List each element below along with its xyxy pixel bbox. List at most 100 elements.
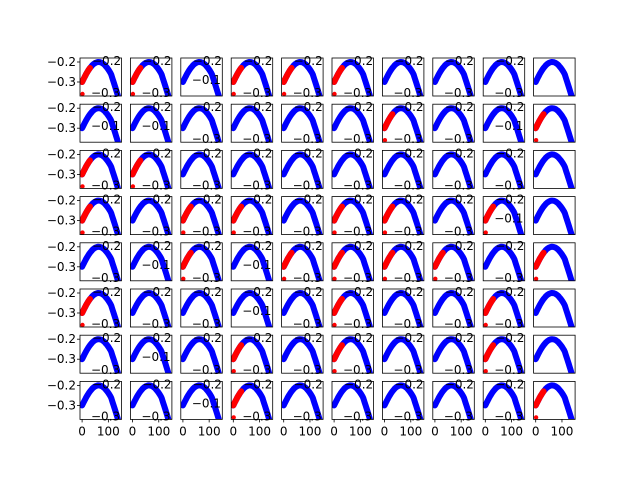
subplot-r7-c6: −0.2 −0.3 [381,377,425,423]
subplot-r5-c6: −0.2 −0.3 [381,285,425,331]
subplot-r3-c6: −0.2 −0.3 [381,193,425,239]
inset-label-bottom: −0.3 [242,132,271,146]
blue-series [80,382,122,420]
subplot-r7-c5: −0.2 −0.3 [331,377,374,423]
inset-label-top: −0.2 [193,239,222,253]
inset-label-bottom: −0.3 [343,317,372,331]
red-series [382,111,396,132]
blue-series [483,105,525,143]
inset-label-bottom: −0.3 [192,225,221,239]
subplot-r1-c8: −0.2 −0.1 [482,100,526,143]
subplot-r6-c8: −0.2 −0.3 [482,331,526,377]
blue-series [130,105,172,143]
x-tick-label: 100 [248,424,271,438]
red-marker [181,276,186,281]
inset-label-top: −0.2 [495,146,524,160]
subplot-r1-c3: −0.2 −0.3 [230,100,274,146]
subplot-frame [533,242,576,282]
blue-series [432,151,474,189]
inset-label-bottom: −0.3 [293,271,322,285]
inset-label-top: −0.2 [344,285,373,299]
subplot-frame [180,196,223,236]
inset-label-bottom: −0.3 [444,363,473,377]
inset-label-bottom: −0.1 [141,119,170,133]
subplot-r2-c6: −0.2 −0.3 [381,146,425,192]
subplot-r6-c7: −0.2 −0.3 [432,331,475,377]
subplot-frame [180,242,223,282]
subplot-frame [230,196,274,236]
red-series [80,157,93,178]
blue-series [281,336,323,374]
red-marker [483,369,488,374]
red-series [80,65,93,85]
subplot-r7-c1: −0.2 −0.3 [129,377,173,423]
red-series [231,388,245,409]
inset-label-bottom: −0.3 [494,317,523,331]
inset-label-top: −0.2 [193,146,222,160]
blue-series [130,243,172,281]
red-marker [231,369,236,374]
red-marker [382,276,388,281]
inset-label-bottom: −0.3 [192,178,221,192]
subplot-r3-c5: −0.2 −0.3 [331,193,374,239]
blue-series [231,290,273,327]
red-marker [483,322,488,328]
inset-label-top: −0.2 [142,377,171,391]
subplot-frame [482,149,526,189]
inset-label-bottom: −0.3 [141,317,170,331]
blue-series [432,59,474,96]
inset-label-bottom: −0.3 [343,409,372,423]
subplot-r2-c2: −0.2 −0.3 [180,146,223,192]
blue-series [231,105,273,143]
y-tick-label: −0.3 [47,352,76,366]
inset-label-bottom: −0.3 [293,317,322,331]
subplot-r6-c4: −0.2 −0.3 [281,331,324,377]
blue-series [533,290,575,327]
red-series [332,296,345,316]
subplot-frame [482,103,526,143]
inset-label-top: −0.2 [294,239,323,253]
inset-label-top: −0.2 [445,54,474,68]
subplot-r4-c9 [533,242,576,282]
inset-label-bottom: −0.3 [242,363,271,377]
inset-label-top: −0.2 [495,331,524,345]
inset-label-top: −0.2 [92,146,121,160]
subplot-r2-c1: −0.2 −0.3 [129,146,173,192]
inset-label-top: −0.2 [294,146,323,160]
inset-label-top: −0.2 [394,285,423,299]
subplot-r1-c2: −0.2 −0.3 [180,100,223,146]
x-tick-label: 100 [450,424,473,438]
subplot-r0-c5: −0.2 −0.3 [331,54,374,100]
y-tick-label: −0.3 [47,398,76,412]
subplot-r2-c0: −0.2 −0.3 [79,146,122,192]
inset-label-bottom: −0.3 [444,86,473,100]
blue-series [231,151,273,189]
inset-label-top: −0.2 [344,100,373,114]
red-series [483,342,497,363]
blue-series [533,59,575,96]
x-tick-label: 100 [349,424,372,438]
subplot-frame [432,149,475,189]
subplot-frame [432,334,475,374]
blue-series [180,59,222,96]
subplot-frame [533,334,576,374]
inset-label-top: −0.2 [445,239,474,253]
inset-label-top: −0.2 [394,146,423,160]
inset-label-top: −0.2 [344,239,373,253]
x-tick-label: 0 [229,424,237,438]
subplot-frame [331,380,374,420]
inset-label-top: −0.2 [294,100,323,114]
subplot-frame [79,380,122,420]
blue-series [80,336,122,374]
subplot-r5-c2: −0.2 −0.3 [180,285,223,331]
inset-label-top: −0.2 [193,100,222,114]
y-tick-label: −0.3 [47,260,76,274]
x-tick-label: 0 [381,424,389,438]
inset-label-bottom: −0.3 [444,317,473,331]
subplot-r6-c0: −0.2 −0.3 [79,331,122,377]
subplot-r1-c1: −0.2 −0.1 [129,100,173,143]
x-tick-label: 0 [78,424,86,438]
subplot-frame [482,57,526,97]
inset-label-top: −0.2 [193,54,222,68]
